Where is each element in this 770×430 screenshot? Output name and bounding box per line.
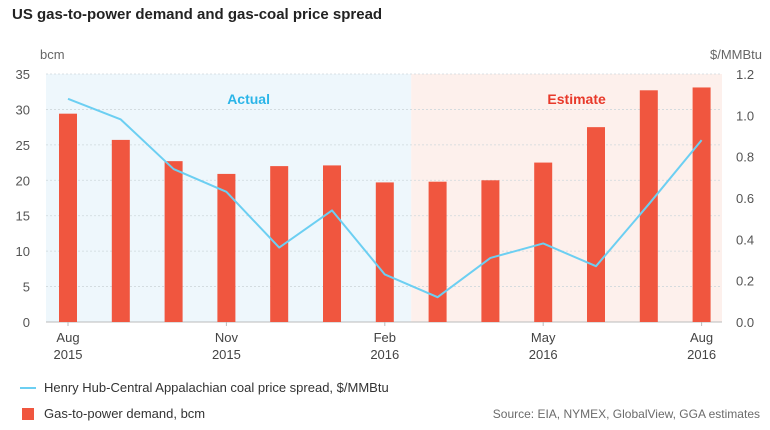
y-left-unit: bcm <box>40 47 65 62</box>
y-right-tick-label: 0.2 <box>736 274 754 289</box>
bar <box>164 161 183 322</box>
bar <box>375 182 394 322</box>
bar <box>481 180 500 322</box>
bar <box>111 139 130 322</box>
y-left-tick-label: 10 <box>16 244 30 259</box>
bar <box>587 127 605 323</box>
legend-bar-swatch <box>22 407 34 420</box>
y-right-tick-label: 1.0 <box>736 108 754 123</box>
y-left-tick-label: 35 <box>16 67 30 82</box>
y-left-tick-label: 20 <box>16 173 30 188</box>
x-tick-label: 2016 <box>370 347 399 362</box>
chart-title: US gas-to-power demand and gas-coal pric… <box>12 6 383 23</box>
bar <box>534 162 553 322</box>
y-left-tick-label: 25 <box>16 138 30 153</box>
y-right-tick-label: 0.0 <box>736 315 754 330</box>
x-tick-label: Nov <box>215 330 239 345</box>
bar <box>639 90 658 322</box>
x-tick-label: May <box>531 330 556 345</box>
y-left-tick-label: 15 <box>16 209 30 224</box>
x-tick-label: 2015 <box>212 347 241 362</box>
y-left-tick-label: 0 <box>23 315 30 330</box>
y-right-tick-label: 0.8 <box>736 150 754 165</box>
x-tick-label: Aug <box>56 330 79 345</box>
y-right-tick-label: 0.4 <box>736 232 754 247</box>
estimate-region <box>411 74 722 322</box>
legend-bar-label: Gas-to-power demand, bcm <box>44 406 206 421</box>
bar <box>217 173 236 322</box>
source-note: Source: EIA, NYMEX, GlobalView, GGA esti… <box>492 407 760 421</box>
actual-region-label: Actual <box>227 91 270 107</box>
legend-item-bar: Gas-to-power demand, bcm <box>20 406 205 421</box>
x-tick-label: 2015 <box>54 347 83 362</box>
legend-item-line: Henry Hub-Central Appalachian coal price… <box>20 380 389 395</box>
legend-line-label: Henry Hub-Central Appalachian coal price… <box>44 380 389 395</box>
bar <box>428 181 447 322</box>
x-tick-label: 2016 <box>687 347 716 362</box>
bar <box>323 165 341 322</box>
legend-line-swatch <box>20 386 36 389</box>
bar <box>59 113 77 323</box>
spread-line <box>67 97 703 299</box>
y-right-tick-label: 0.6 <box>736 191 754 206</box>
estimate-region-label: Estimate <box>547 91 606 107</box>
y-left-tick-label: 5 <box>23 280 30 295</box>
x-tick-label: Aug <box>690 330 713 345</box>
y-left-tick-label: 30 <box>16 102 30 117</box>
x-tick-label: Feb <box>374 330 396 345</box>
bar <box>692 87 711 322</box>
y-right-tick-label: 1.2 <box>736 67 754 82</box>
y-right-unit: $/MMBtu <box>710 47 762 62</box>
chart: Actual Estimate 0 5 10 15 20 25 30 35 0.0 0.2 0.4 0.6… <box>16 47 762 362</box>
x-tick-label: 2016 <box>529 347 558 362</box>
bar <box>270 166 289 322</box>
